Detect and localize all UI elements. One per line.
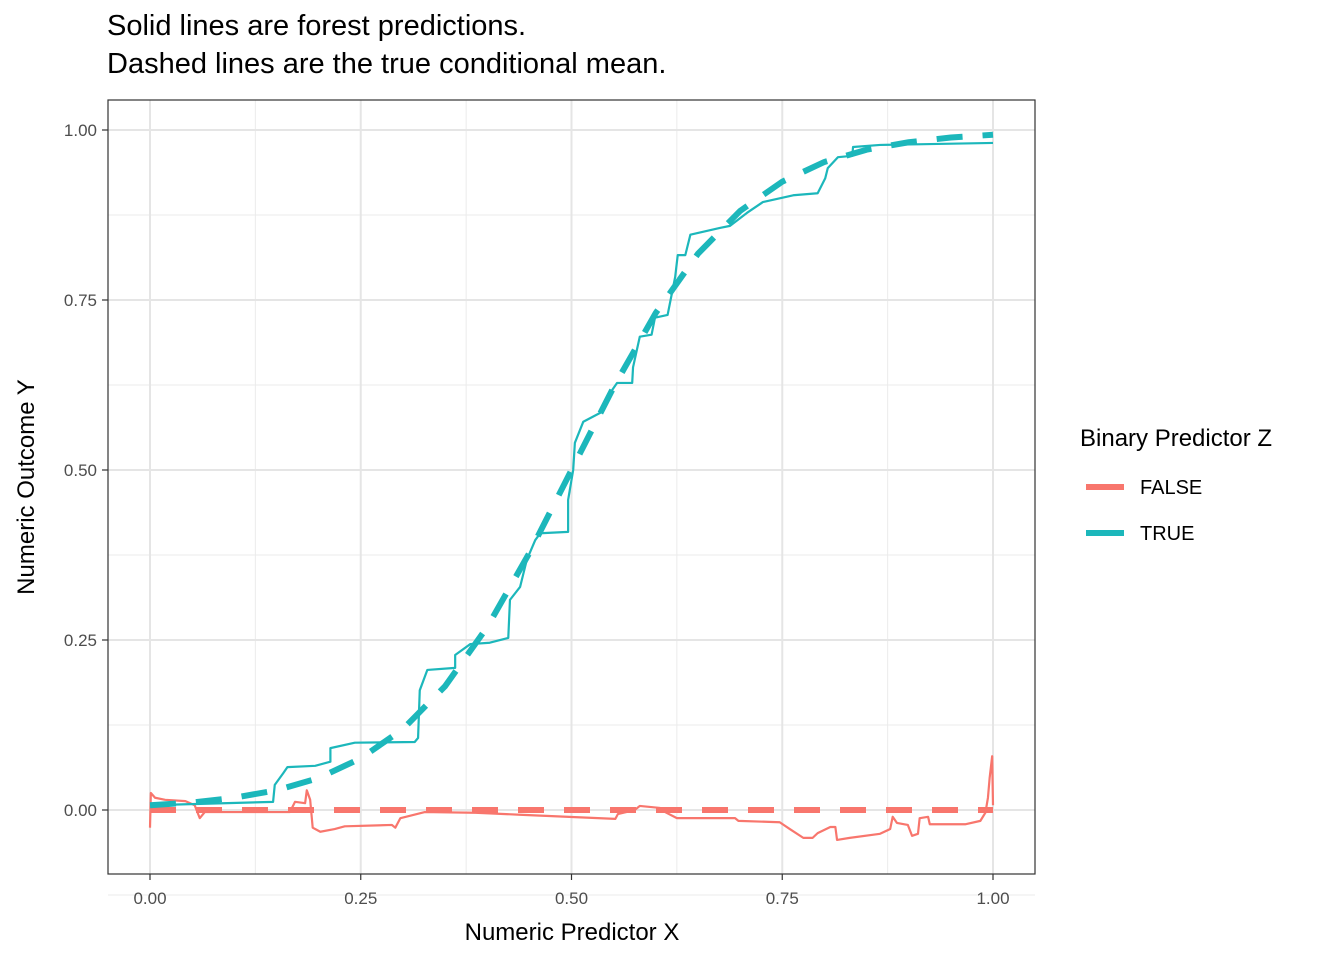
y-axis-title: Numeric Outcome Y	[13, 379, 40, 595]
axes: 0.00 0.25 0.50 0.75 1.00 0.00 0.25 0.50 0.75 1.00	[64, 121, 1010, 908]
chart-title-line-1: Solid lines are forest predictions.	[107, 10, 527, 42]
y-tick-label: 1.00	[64, 121, 97, 140]
x-tick-label: 0.00	[133, 889, 166, 908]
x-axis-title: Numeric Predictor X	[465, 919, 680, 946]
chart-title-line-2: Dashed lines are the true conditional me…	[107, 48, 667, 80]
x-tick-label: 0.50	[555, 889, 588, 908]
legend-label: TRUE	[1140, 523, 1194, 545]
y-tick-label: 0.25	[64, 631, 97, 650]
y-tick-label: 0.50	[64, 461, 97, 480]
true-mean-line-true	[149, 131, 994, 809]
legend: Binary Predictor Z FALSE TRUE	[1080, 425, 1272, 545]
forest-prediction-line-false	[148, 755, 995, 842]
legend-label: FALSE	[1140, 477, 1202, 499]
grid	[108, 100, 1035, 896]
legend-item-false: FALSE	[1086, 477, 1202, 499]
y-tick-label: 0.00	[64, 801, 97, 820]
legend-title: Binary Predictor Z	[1080, 425, 1272, 452]
y-tick-label: 0.75	[64, 291, 97, 310]
series-lines	[148, 131, 995, 842]
x-tick-label: 0.25	[344, 889, 377, 908]
x-tick-label: 1.00	[976, 889, 1009, 908]
forest-prediction-line-true	[149, 141, 994, 807]
legend-item-true: TRUE	[1086, 523, 1194, 545]
x-tick-label: 0.75	[766, 889, 799, 908]
